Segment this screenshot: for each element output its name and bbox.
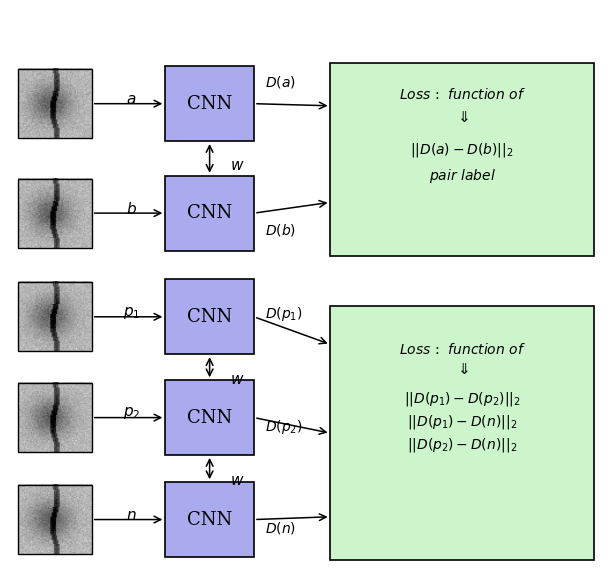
Text: $w$: $w$ [230, 474, 244, 488]
Bar [165, 66, 254, 141]
Bar [165, 176, 254, 251]
Text: $D(p_1)$: $D(p_1)$ [265, 305, 303, 323]
Text: $D(n)$: $D(n)$ [265, 520, 296, 536]
Bar [330, 63, 594, 256]
Bar [18, 383, 92, 452]
Text: $\Downarrow$: $\Downarrow$ [455, 111, 469, 124]
Bar [165, 380, 254, 455]
Text: CNN: CNN [187, 408, 232, 427]
Bar [165, 482, 254, 557]
Text: $||D(a) - D(b)||_2$: $||D(a) - D(b)||_2$ [411, 141, 513, 159]
Text: $D(a)$: $D(a)$ [265, 74, 296, 90]
Text: CNN: CNN [187, 510, 232, 529]
Bar [18, 282, 92, 351]
Bar [18, 179, 92, 248]
Text: $\mathit{Loss}$ :  $\mathit{function\ of}$: $\mathit{Loss}$ : $\mathit{function\ of}… [398, 87, 526, 102]
Text: $a$: $a$ [127, 93, 136, 107]
Text: $||D(p_2) - D(n)||_2$: $||D(p_2) - D(n)||_2$ [407, 435, 517, 454]
Bar [18, 69, 92, 138]
Text: $w$: $w$ [230, 373, 244, 387]
Bar [330, 306, 594, 560]
Text: $||D(p_1) - D(p_2)||_2$: $||D(p_1) - D(p_2)||_2$ [404, 389, 520, 408]
Text: $\mathit{Loss}$ :  $\mathit{function\ of}$: $\mathit{Loss}$ : $\mathit{function\ of}… [398, 342, 526, 357]
Text: $\Downarrow$: $\Downarrow$ [455, 363, 469, 377]
Text: $w$: $w$ [230, 159, 244, 173]
Text: $b$: $b$ [126, 201, 137, 217]
Text: CNN: CNN [187, 308, 232, 326]
Text: $p_1$: $p_1$ [123, 305, 140, 321]
Text: $||D(p_1) - D(n)||_2$: $||D(p_1) - D(n)||_2$ [407, 412, 517, 431]
Bar [18, 485, 92, 554]
Text: $D(b)$: $D(b)$ [265, 222, 296, 238]
Text: CNN: CNN [187, 94, 232, 113]
Text: $n$: $n$ [126, 509, 137, 522]
Text: $p_2$: $p_2$ [123, 405, 140, 421]
Text: CNN: CNN [187, 204, 232, 222]
Text: $D(p_2)$: $D(p_2)$ [265, 418, 303, 437]
Text: $\mathit{pair\ label}$: $\mathit{pair\ label}$ [428, 166, 496, 185]
Bar [165, 279, 254, 354]
